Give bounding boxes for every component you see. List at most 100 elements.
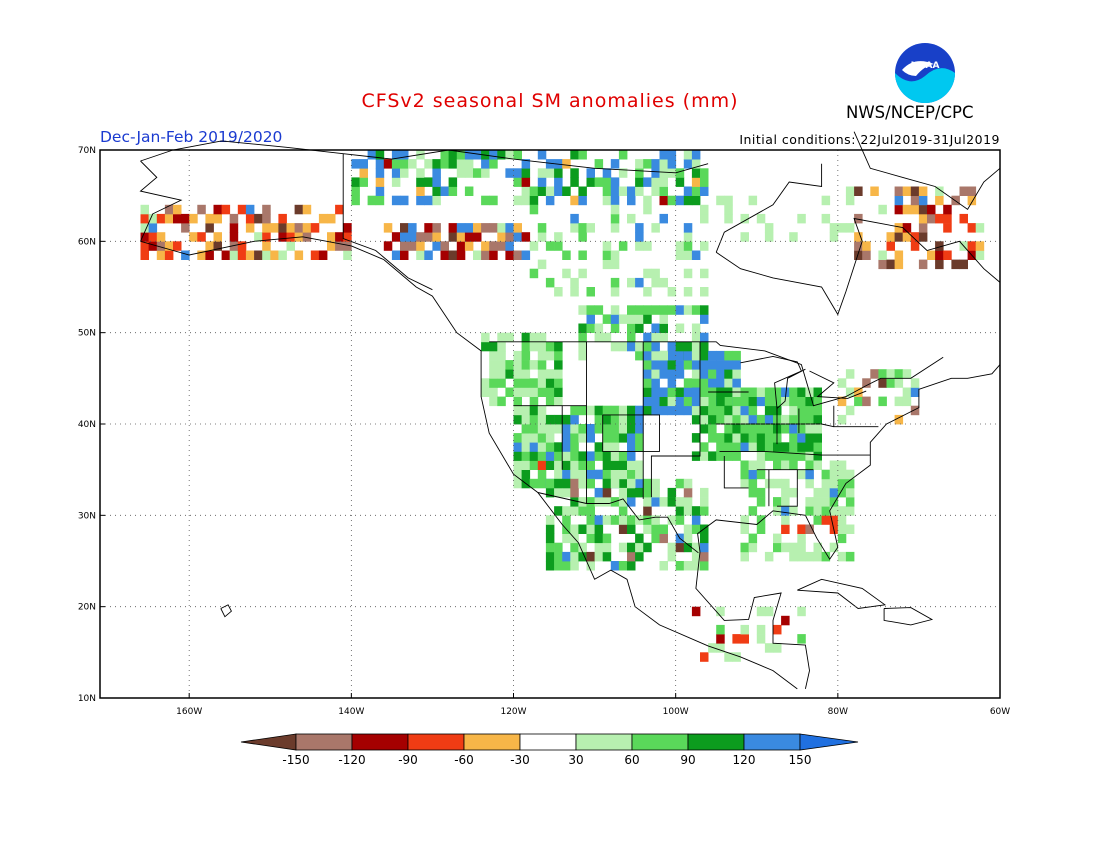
anomaly-cell [391,168,401,178]
anomaly-cell [497,232,506,242]
anomaly-cell [489,387,498,397]
anomaly-cell [610,442,620,452]
anomaly-cell [691,369,701,379]
anomaly-cell [529,424,539,434]
anomaly-cell [700,533,709,544]
anomaly-cell [537,186,547,196]
anomaly-cell [602,177,612,187]
anomaly-cell [513,460,522,470]
anomaly-cell [708,451,717,461]
anomaly-cell [683,341,693,352]
anomaly-cell [902,369,912,379]
anomaly-cell [562,506,571,516]
anomaly-cell [659,360,668,370]
anomaly-cell [521,360,531,370]
anomaly-cell [537,332,547,343]
anomaly-cell [610,478,620,489]
anomaly-cell [594,323,604,333]
anomaly-cell [521,378,531,388]
anomaly-cell [456,223,466,233]
anomaly-cell [586,561,595,571]
anomaly-cell [513,378,522,388]
anomaly-cell [513,350,522,361]
anomaly-cell [245,250,255,260]
anomaly-cell [140,241,149,251]
anomaly-cell [781,515,790,525]
anomaly-cell [748,460,758,470]
anomaly-cell [521,442,531,452]
anomaly-cell [854,186,863,196]
anomaly-cell [708,387,717,397]
anomaly-cell [570,424,579,434]
anomaly-cell [659,213,668,224]
anomaly-cell [651,159,660,169]
anomaly-cell [610,497,620,507]
anomaly-cell [659,387,668,397]
anomaly-cell [610,451,620,461]
anomaly-cell [651,323,660,333]
anomaly-cell [635,405,644,416]
anomaly-cell [805,387,814,397]
anomaly-cell [513,414,522,425]
anomaly-cell [318,213,328,224]
anomaly-cell [554,469,563,480]
anomaly-cell [318,250,328,260]
anomaly-cell [586,451,595,461]
anomaly-cell [764,223,774,233]
anomaly-cell [521,232,531,242]
anomaly-cell [773,643,782,653]
anomaly-cell [602,478,612,489]
color-legend: -150 -120 -90 -60 -30 30 60 90 120 150 [240,733,859,767]
anomaly-cell [554,350,563,361]
anomaly-cell [708,396,717,407]
anomaly-cell [627,487,636,498]
anomaly-cell [586,506,595,516]
anomaly-cell [262,232,271,242]
anomaly-cell [845,551,855,562]
anomaly-cell [829,478,839,489]
anomaly-cell [724,433,733,443]
anomaly-cell [748,424,758,434]
anomaly-cell [213,213,222,224]
anomaly-cell [797,469,806,480]
lon-label: 80W [828,707,848,717]
anomaly-cell [529,360,539,370]
anomaly-cell [602,314,612,324]
anomaly-cell [594,469,604,480]
anomaly-cell [667,287,677,297]
anomaly-cell [586,424,595,434]
anomaly-cell [732,405,741,416]
anomaly-cell [700,396,709,407]
anomaly-cell [870,369,879,379]
anomaly-cell [164,250,174,260]
anomaly-cell [724,369,733,379]
anomaly-cell [691,405,701,416]
anomaly-cell [659,350,668,361]
anomaly-cell [513,150,522,160]
anomaly-cell [513,177,522,187]
anomaly-cell [894,204,904,215]
anomaly-cell [537,350,547,361]
anomaly-cell [813,542,822,553]
anomaly-cell [943,223,952,233]
anomaly-cell [773,405,782,416]
anomaly-cell [351,159,360,169]
anomaly-cells [140,150,985,662]
anomaly-cell [205,241,214,251]
anomaly-cell [537,414,547,425]
anomaly-cell [716,606,725,617]
anomaly-cell [618,186,628,196]
anomaly-cell [302,204,312,215]
anomaly-cell [464,241,474,251]
anomaly-cell [562,487,571,498]
anomaly-cell [513,369,522,379]
anomaly-cell [691,168,701,178]
anomaly-cell [513,433,522,443]
lon-label: 100W [663,707,689,717]
anomaly-cell [562,478,571,489]
anomaly-cell [594,551,604,562]
anomaly-cell [700,424,709,434]
anomaly-cell [683,533,693,544]
anomaly-cell [545,277,555,288]
anomaly-cell [837,533,847,544]
